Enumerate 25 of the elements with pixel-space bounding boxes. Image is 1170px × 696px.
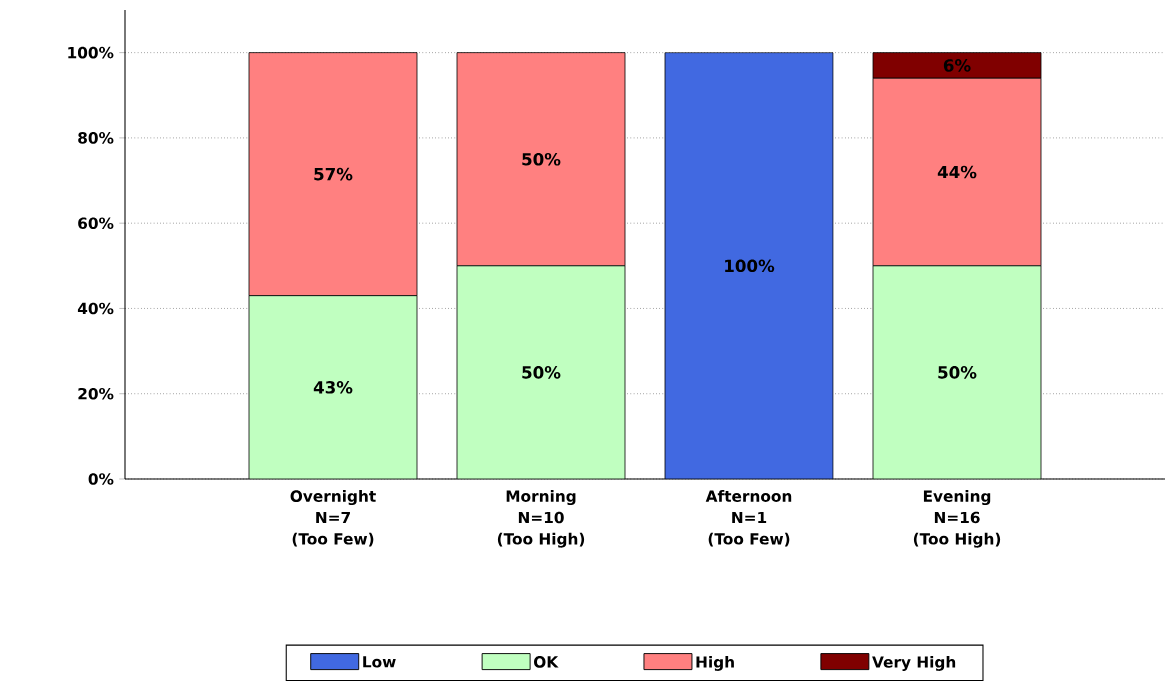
x-tick-label: Morning N=10 (Too High): [497, 490, 585, 548]
legend-label: Very High: [872, 655, 956, 671]
y-tick-label: 80%: [78, 132, 114, 144]
data-label: 43%: [313, 381, 353, 394]
legend-label: Low: [363, 656, 396, 668]
legend-label: OK: [534, 656, 559, 668]
legend-label: High: [696, 655, 734, 671]
x-tick-label: Afternoon N=1 (Too Few): [705, 490, 792, 547]
data-label: 57%: [314, 167, 353, 181]
data-label: 50%: [938, 366, 977, 379]
data-label: 50%: [522, 152, 561, 166]
data-label: 6%: [943, 59, 971, 72]
y-tick-label: 100%: [68, 46, 114, 59]
x-tick-label: Evening N=16 (Too High): [913, 490, 1001, 548]
bar: [457, 265, 626, 479]
y-tick-label: 60%: [78, 217, 114, 229]
data-label: 50%: [522, 366, 561, 379]
bar: [872, 265, 1042, 479]
data-label: 44%: [937, 165, 977, 179]
bar: [249, 295, 418, 479]
data-label: 100%: [725, 259, 775, 273]
y-tick-label: 40%: [77, 302, 114, 315]
x-tick-label: Overnight N=7 (Too Few): [290, 490, 376, 547]
y-tick-label: 0%: [88, 473, 114, 485]
y-tick-label: 20%: [78, 387, 114, 400]
